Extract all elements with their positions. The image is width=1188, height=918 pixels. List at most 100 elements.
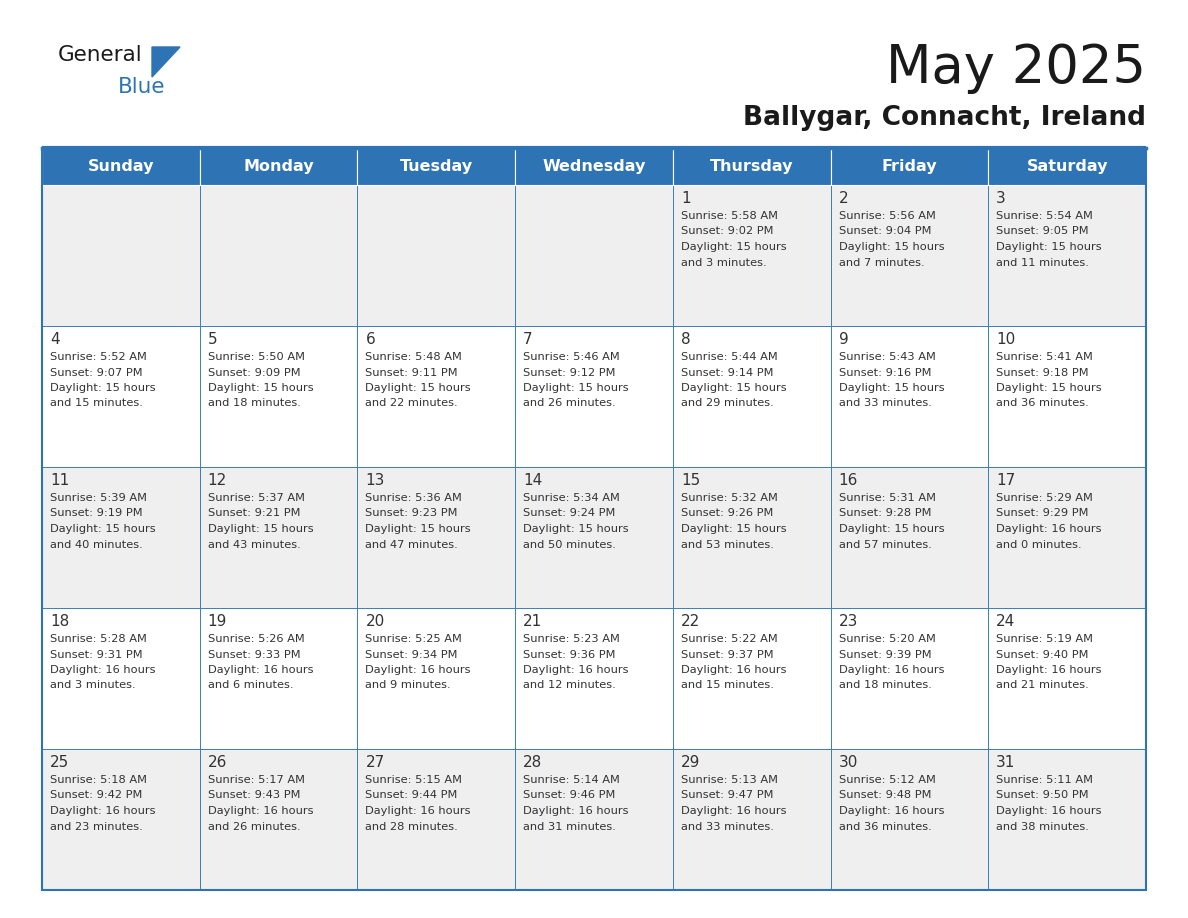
Text: 19: 19 (208, 614, 227, 629)
Text: Sunset: 9:07 PM: Sunset: 9:07 PM (50, 367, 143, 377)
Text: Sunday: Sunday (88, 159, 154, 174)
Text: 24: 24 (997, 614, 1016, 629)
Text: Daylight: 15 hours: Daylight: 15 hours (997, 383, 1102, 393)
Text: Sunset: 9:28 PM: Sunset: 9:28 PM (839, 509, 931, 519)
Text: Sunrise: 5:58 AM: Sunrise: 5:58 AM (681, 211, 778, 221)
Bar (42, 608, 200, 749)
Text: Sunset: 9:43 PM: Sunset: 9:43 PM (208, 790, 301, 800)
Text: Daylight: 15 hours: Daylight: 15 hours (681, 242, 786, 252)
Polygon shape (152, 47, 181, 77)
Text: Sunrise: 5:15 AM: Sunrise: 5:15 AM (366, 775, 462, 785)
Text: Daylight: 15 hours: Daylight: 15 hours (50, 524, 156, 534)
Text: 21: 21 (523, 614, 543, 629)
Text: Sunset: 9:09 PM: Sunset: 9:09 PM (208, 367, 301, 377)
Text: Daylight: 16 hours: Daylight: 16 hours (208, 665, 314, 675)
Bar (200, 148, 358, 185)
Text: Sunset: 9:19 PM: Sunset: 9:19 PM (50, 509, 143, 519)
Text: Daylight: 16 hours: Daylight: 16 hours (50, 665, 156, 675)
Text: Sunset: 9:26 PM: Sunset: 9:26 PM (681, 509, 773, 519)
Text: and 28 minutes.: and 28 minutes. (366, 822, 459, 832)
Bar (988, 608, 1146, 749)
Text: Sunrise: 5:37 AM: Sunrise: 5:37 AM (208, 493, 304, 503)
Text: Sunset: 9:44 PM: Sunset: 9:44 PM (366, 790, 457, 800)
Bar (358, 148, 516, 185)
Text: Daylight: 15 hours: Daylight: 15 hours (366, 383, 472, 393)
Text: Sunrise: 5:18 AM: Sunrise: 5:18 AM (50, 775, 147, 785)
Text: Sunrise: 5:12 AM: Sunrise: 5:12 AM (839, 775, 935, 785)
Bar (830, 148, 988, 185)
Text: Daylight: 15 hours: Daylight: 15 hours (681, 524, 786, 534)
Text: and 33 minutes.: and 33 minutes. (839, 398, 931, 409)
Text: and 50 minutes.: and 50 minutes. (523, 540, 617, 550)
Text: Sunrise: 5:25 AM: Sunrise: 5:25 AM (366, 634, 462, 644)
Text: Sunrise: 5:39 AM: Sunrise: 5:39 AM (50, 493, 147, 503)
Text: and 12 minutes.: and 12 minutes. (523, 680, 615, 690)
Bar (672, 749, 830, 890)
Text: Sunrise: 5:54 AM: Sunrise: 5:54 AM (997, 211, 1093, 221)
Text: Sunrise: 5:48 AM: Sunrise: 5:48 AM (366, 352, 462, 362)
Bar (988, 185, 1146, 326)
Bar (200, 467, 358, 608)
Bar (358, 326, 516, 467)
Text: Daylight: 16 hours: Daylight: 16 hours (208, 806, 314, 816)
Text: Daylight: 16 hours: Daylight: 16 hours (366, 806, 470, 816)
Text: and 21 minutes.: and 21 minutes. (997, 680, 1089, 690)
Bar (200, 185, 358, 326)
Text: General: General (58, 45, 143, 65)
Text: 20: 20 (366, 614, 385, 629)
Text: 1: 1 (681, 191, 690, 206)
Text: and 33 minutes.: and 33 minutes. (681, 822, 773, 832)
Text: Sunrise: 5:22 AM: Sunrise: 5:22 AM (681, 634, 778, 644)
Text: Daylight: 15 hours: Daylight: 15 hours (208, 383, 314, 393)
Bar (358, 749, 516, 890)
Text: Daylight: 15 hours: Daylight: 15 hours (997, 242, 1102, 252)
Text: 28: 28 (523, 755, 543, 770)
Text: Daylight: 15 hours: Daylight: 15 hours (839, 524, 944, 534)
Text: and 23 minutes.: and 23 minutes. (50, 822, 143, 832)
Text: Sunrise: 5:13 AM: Sunrise: 5:13 AM (681, 775, 778, 785)
Text: Daylight: 16 hours: Daylight: 16 hours (523, 806, 628, 816)
Bar (830, 608, 988, 749)
Text: Sunrise: 5:46 AM: Sunrise: 5:46 AM (523, 352, 620, 362)
Text: 17: 17 (997, 473, 1016, 488)
Text: Sunrise: 5:23 AM: Sunrise: 5:23 AM (523, 634, 620, 644)
Text: Sunset: 9:48 PM: Sunset: 9:48 PM (839, 790, 931, 800)
Text: Daylight: 15 hours: Daylight: 15 hours (523, 383, 628, 393)
Text: Sunrise: 5:34 AM: Sunrise: 5:34 AM (523, 493, 620, 503)
Text: Daylight: 16 hours: Daylight: 16 hours (366, 665, 470, 675)
Text: Sunset: 9:02 PM: Sunset: 9:02 PM (681, 227, 773, 237)
Text: Sunset: 9:39 PM: Sunset: 9:39 PM (839, 650, 931, 659)
Text: and 26 minutes.: and 26 minutes. (523, 398, 615, 409)
Text: Sunset: 9:31 PM: Sunset: 9:31 PM (50, 650, 143, 659)
Text: Daylight: 15 hours: Daylight: 15 hours (839, 383, 944, 393)
Text: Wednesday: Wednesday (542, 159, 646, 174)
Text: and 9 minutes.: and 9 minutes. (366, 680, 451, 690)
Text: 9: 9 (839, 332, 848, 347)
Text: and 3 minutes.: and 3 minutes. (681, 258, 766, 267)
Text: Sunrise: 5:52 AM: Sunrise: 5:52 AM (50, 352, 147, 362)
Text: Daylight: 16 hours: Daylight: 16 hours (681, 665, 786, 675)
Text: and 18 minutes.: and 18 minutes. (839, 680, 931, 690)
Text: 16: 16 (839, 473, 858, 488)
Text: 7: 7 (523, 332, 532, 347)
Text: 31: 31 (997, 755, 1016, 770)
Text: Sunrise: 5:36 AM: Sunrise: 5:36 AM (366, 493, 462, 503)
Text: Sunrise: 5:41 AM: Sunrise: 5:41 AM (997, 352, 1093, 362)
Bar (988, 467, 1146, 608)
Text: and 57 minutes.: and 57 minutes. (839, 540, 931, 550)
Bar (516, 749, 672, 890)
Text: Daylight: 15 hours: Daylight: 15 hours (50, 383, 156, 393)
Text: 27: 27 (366, 755, 385, 770)
Text: Daylight: 16 hours: Daylight: 16 hours (50, 806, 156, 816)
Bar (42, 185, 200, 326)
Text: and 40 minutes.: and 40 minutes. (50, 540, 143, 550)
Text: and 7 minutes.: and 7 minutes. (839, 258, 924, 267)
Text: 23: 23 (839, 614, 858, 629)
Text: 29: 29 (681, 755, 700, 770)
Text: Friday: Friday (881, 159, 937, 174)
Text: and 31 minutes.: and 31 minutes. (523, 822, 617, 832)
Text: Sunrise: 5:11 AM: Sunrise: 5:11 AM (997, 775, 1093, 785)
Text: Daylight: 15 hours: Daylight: 15 hours (523, 524, 628, 534)
Text: Sunset: 9:04 PM: Sunset: 9:04 PM (839, 227, 931, 237)
Text: Sunset: 9:29 PM: Sunset: 9:29 PM (997, 509, 1088, 519)
